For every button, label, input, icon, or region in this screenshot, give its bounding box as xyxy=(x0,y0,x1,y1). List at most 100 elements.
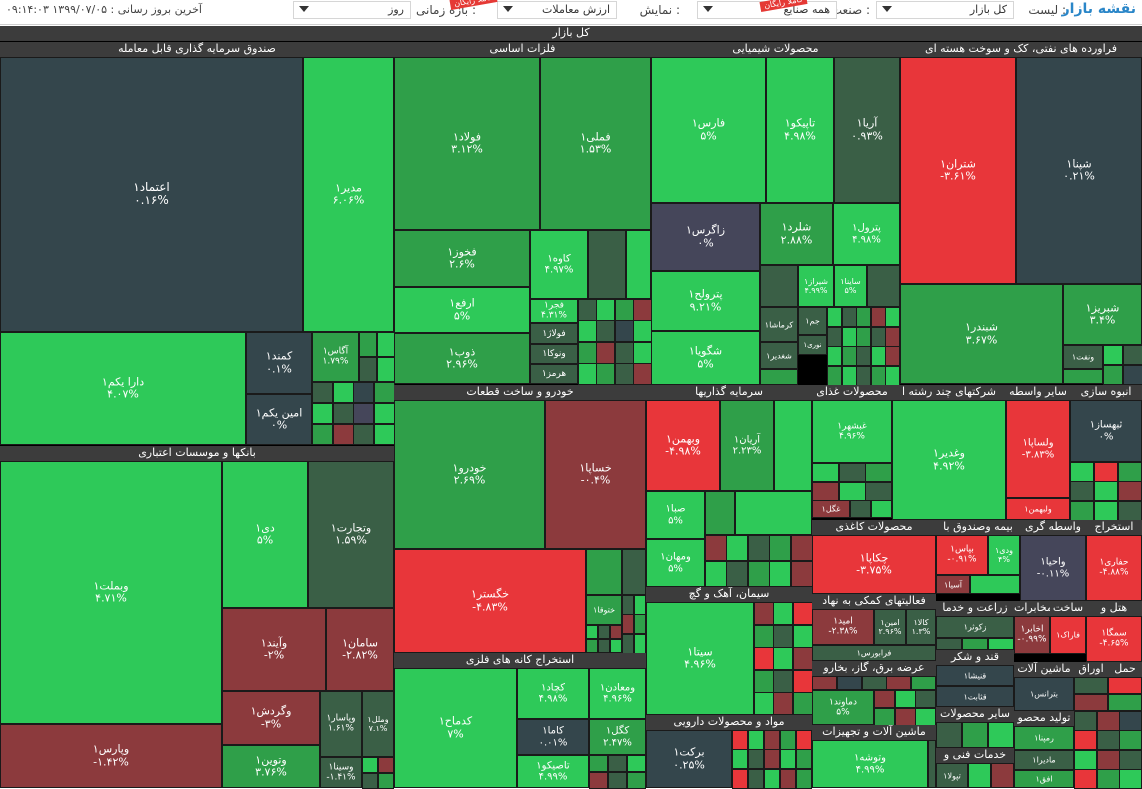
stock-tile[interactable] xyxy=(627,772,646,789)
stock-tile[interactable] xyxy=(359,357,377,382)
stock-tile[interactable] xyxy=(615,299,634,321)
stock-tile[interactable] xyxy=(962,638,988,650)
sector-header[interactable]: واسطه گری xyxy=(1020,520,1086,535)
stock-tile[interactable]: وآیند۱ -۲% xyxy=(222,608,326,691)
stock-tile[interactable] xyxy=(1119,711,1142,731)
sector-header[interactable]: فراورده های نفتی، کک و سوخت هسته ای xyxy=(900,42,1142,57)
stock-tile[interactable] xyxy=(760,369,798,385)
stock-tile[interactable] xyxy=(988,722,1014,748)
stock-tile[interactable] xyxy=(936,722,962,748)
stock-tile[interactable] xyxy=(754,625,774,648)
stock-tile[interactable] xyxy=(812,463,839,482)
stock-tile[interactable] xyxy=(874,708,895,726)
sector-header[interactable]: هتل و xyxy=(1086,601,1142,616)
stock-tile[interactable] xyxy=(726,535,748,561)
stock-tile[interactable]: کرماشا۱ xyxy=(760,307,798,342)
stock-tile[interactable] xyxy=(634,634,646,654)
stock-tile[interactable] xyxy=(1123,365,1142,385)
stock-tile[interactable] xyxy=(333,424,354,445)
stock-tile[interactable] xyxy=(1074,769,1097,789)
stock-tile[interactable]: افق۱ xyxy=(1014,770,1074,788)
stock-tile[interactable] xyxy=(312,424,333,445)
stock-tile[interactable] xyxy=(705,491,735,535)
stock-tile[interactable]: وبملت۱ ۴.۷۱% xyxy=(0,461,222,724)
stock-tile[interactable]: خودرو۱ ۲.۶۹% xyxy=(394,400,545,549)
stock-tile[interactable]: ختوقا۱ xyxy=(586,595,622,625)
stock-tile[interactable] xyxy=(377,357,395,382)
stock-tile[interactable]: کچاد۱ ۴.۹۸% xyxy=(517,668,589,719)
stock-tile[interactable] xyxy=(885,307,900,327)
stock-tile[interactable] xyxy=(1074,711,1097,731)
stock-tile[interactable] xyxy=(827,307,842,327)
stock-tile[interactable] xyxy=(377,332,395,357)
stock-tile[interactable] xyxy=(333,403,354,424)
list-select[interactable]: کل بازار xyxy=(876,1,1014,19)
stock-tile[interactable] xyxy=(353,403,374,424)
stock-tile[interactable]: ذوب۱ ۲.۹۶% xyxy=(394,333,530,384)
stock-tile[interactable] xyxy=(856,307,871,327)
stock-tile[interactable] xyxy=(871,346,886,366)
stock-tile[interactable]: وغدیر۱ ۴.۹۲% xyxy=(892,400,1006,520)
stock-tile[interactable]: کاما۱ ۰.۰۱% xyxy=(517,719,589,755)
market-title[interactable]: کل بازار xyxy=(0,26,1142,41)
stock-tile[interactable]: نوری۱ xyxy=(798,335,827,355)
stock-tile[interactable] xyxy=(773,602,793,625)
stock-tile[interactable] xyxy=(867,265,900,307)
stock-tile[interactable] xyxy=(748,749,764,769)
sector-header[interactable]: شرکتهای چند رشته ا xyxy=(892,385,1006,400)
stock-tile[interactable] xyxy=(774,400,812,491)
sector-header[interactable]: سایر محصولات xyxy=(936,707,1014,722)
stock-tile[interactable] xyxy=(748,561,770,587)
stock-tile[interactable] xyxy=(1097,750,1120,770)
stock-tile[interactable] xyxy=(1119,769,1142,789)
stock-tile[interactable] xyxy=(705,535,727,561)
stock-tile[interactable] xyxy=(1118,462,1142,482)
stock-tile[interactable] xyxy=(791,535,813,561)
stock-tile[interactable]: هرمز۱ xyxy=(530,364,578,384)
stock-tile[interactable] xyxy=(748,535,770,561)
stock-tile[interactable] xyxy=(586,625,598,639)
stock-tile[interactable]: شلرد۱ ۲.۸۸% xyxy=(760,203,833,265)
stock-tile[interactable] xyxy=(1108,677,1142,694)
stock-tile[interactable] xyxy=(874,690,895,708)
stock-tile[interactable] xyxy=(871,327,886,347)
stock-tile[interactable]: ومعادن۱ ۴.۹۶% xyxy=(589,668,646,719)
stock-tile[interactable] xyxy=(627,755,646,772)
stock-tile[interactable] xyxy=(1118,481,1142,501)
stock-tile[interactable] xyxy=(626,230,651,299)
stock-tile[interactable] xyxy=(764,730,780,750)
stock-tile[interactable] xyxy=(895,690,916,708)
stock-tile[interactable] xyxy=(827,346,842,366)
stock-tile[interactable]: وتوین۱ ۳.۷۶% xyxy=(222,745,320,788)
stock-tile[interactable] xyxy=(589,772,608,789)
sector-header[interactable]: محصولات کاغذی xyxy=(812,520,936,535)
stock-tile[interactable] xyxy=(596,320,615,342)
stock-tile[interactable] xyxy=(596,342,615,364)
stock-tile[interactable] xyxy=(871,307,886,327)
stock-tile[interactable] xyxy=(333,382,354,403)
stock-tile[interactable]: فجر۱ ۴.۳۱% xyxy=(530,299,578,323)
stock-tile[interactable] xyxy=(769,535,791,561)
stock-tile[interactable] xyxy=(312,403,333,424)
sector-header[interactable]: مخابرات xyxy=(1014,601,1050,616)
stock-tile[interactable]: کگل۱ ۲.۴۷% xyxy=(589,719,646,755)
stock-tile[interactable] xyxy=(1070,481,1094,501)
sector-header[interactable]: تولید محصو xyxy=(1014,711,1074,726)
stock-tile[interactable] xyxy=(856,366,871,386)
stock-tile[interactable] xyxy=(773,692,793,715)
stock-tile[interactable] xyxy=(780,730,796,750)
stock-tile[interactable]: شتران۱ -۳.۶۱% xyxy=(900,57,1016,284)
stock-tile[interactable]: کاوه۱ ۴.۹۷% xyxy=(530,230,588,299)
stock-tile[interactable] xyxy=(1119,750,1142,770)
stock-tile[interactable]: فولاد۱ ۳.۱۲% xyxy=(394,57,540,230)
stock-tile[interactable] xyxy=(793,647,813,670)
stock-tile[interactable] xyxy=(1108,694,1142,711)
stock-tile[interactable] xyxy=(1074,750,1097,770)
stock-tile[interactable] xyxy=(760,265,798,307)
sector-header[interactable]: اوراق xyxy=(1074,662,1108,677)
stock-tile[interactable] xyxy=(764,749,780,769)
stock-tile[interactable]: فولاژ۱ xyxy=(530,323,578,344)
stock-tile[interactable] xyxy=(764,769,780,789)
stock-tile[interactable] xyxy=(633,320,652,342)
stock-tile[interactable] xyxy=(726,561,748,587)
